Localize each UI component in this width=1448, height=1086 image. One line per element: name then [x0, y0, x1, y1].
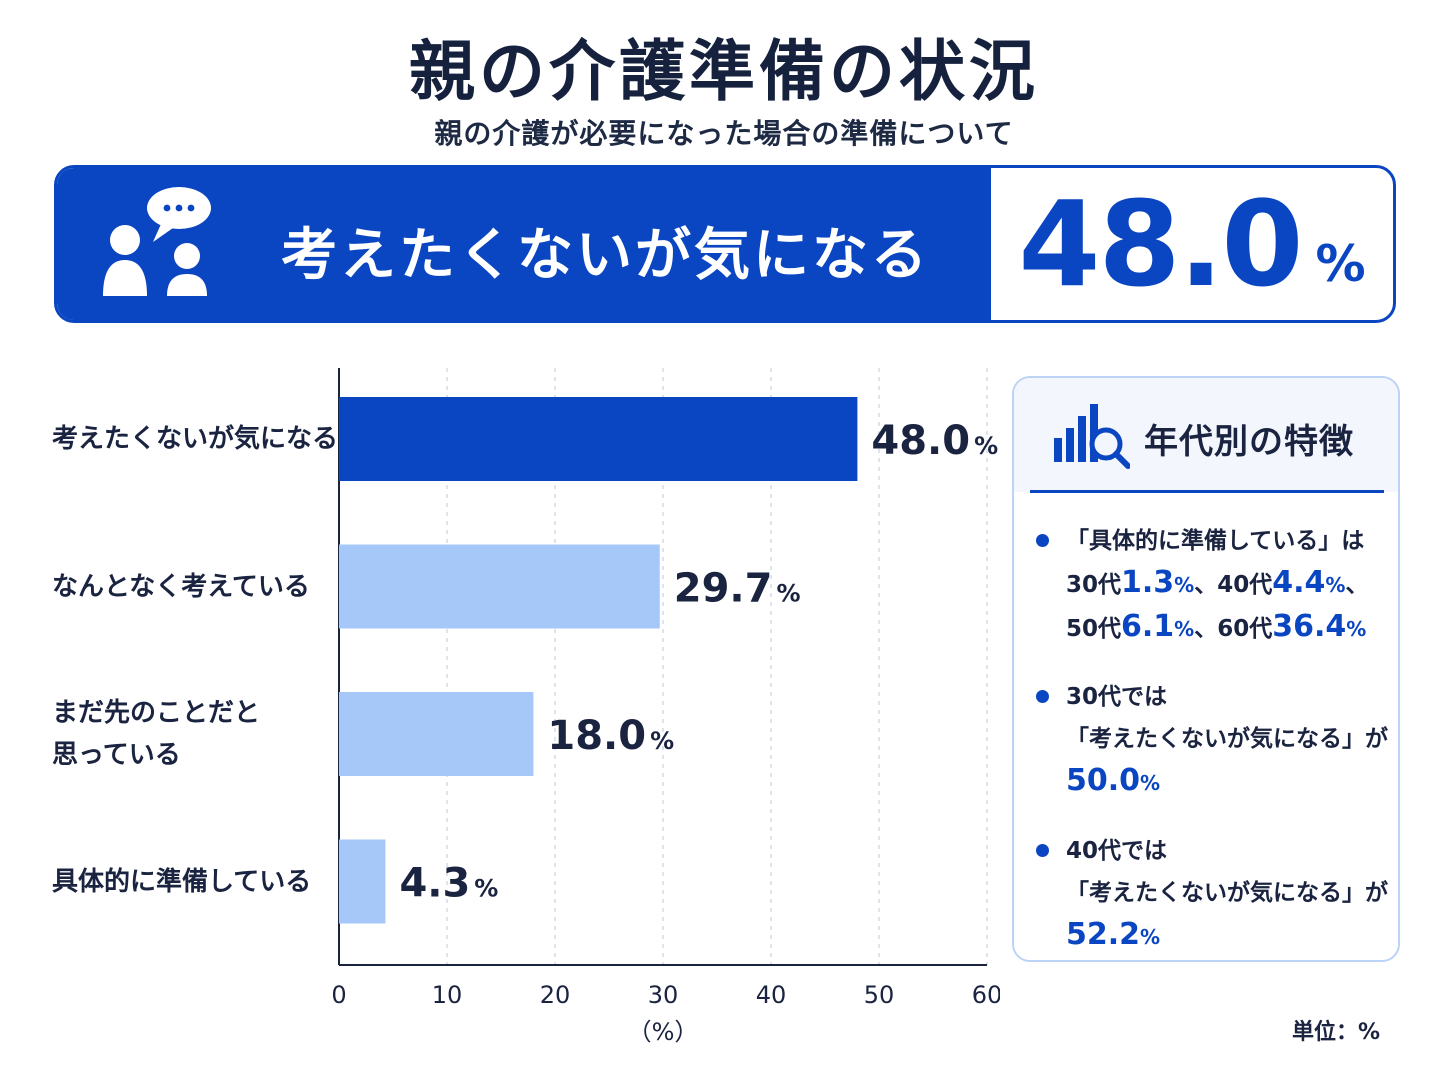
bar	[339, 544, 660, 629]
note-text: 、40代	[1194, 572, 1273, 598]
highlight-banner-left: 考えたくないが気になる	[57, 168, 991, 320]
highlight-unit: %	[1315, 235, 1366, 293]
x-tick-label: 0	[331, 981, 346, 1009]
bullet-dot	[1036, 534, 1049, 547]
note-value: 36.4	[1272, 609, 1347, 644]
note-unit: %	[1325, 573, 1346, 597]
bar	[339, 839, 386, 924]
panel-header: 年代別の特徴	[1014, 378, 1398, 492]
x-axis-label: （%）	[627, 1018, 699, 1046]
highlight-value-box: 48.0 %	[991, 168, 1393, 320]
note-unit: %	[1140, 771, 1161, 795]
bar	[339, 692, 534, 776]
bullet-dot	[1036, 690, 1049, 703]
note-text: 、60代	[1194, 616, 1273, 642]
note-line: 50代6.1%、60代36.4%	[1066, 606, 1388, 650]
note-line: 「考えたくないが気になる」が	[1066, 872, 1388, 914]
note-unit: %	[1140, 925, 1161, 949]
note-text: 「考えたくないが気になる」が	[1066, 726, 1388, 752]
note-unit: %	[1346, 617, 1367, 641]
panel-divider	[1030, 490, 1384, 493]
note-text: 30代では	[1066, 684, 1168, 710]
panel-note: 30代では「考えたくないが気になる」が 50.0%	[1036, 676, 1388, 804]
panel-title: 年代別の特徴	[1144, 422, 1354, 462]
bar-chart-search-icon	[1054, 404, 1130, 469]
note-line: 40代では	[1066, 830, 1388, 872]
note-value: 52.2	[1066, 917, 1141, 952]
highlight-value: 48.0	[1018, 175, 1303, 313]
note-text: 、	[1345, 572, 1369, 598]
note-line: 50.0%	[1066, 760, 1388, 804]
data-label: 48.0%	[871, 418, 998, 464]
people-chat-icon	[103, 187, 211, 296]
note-value: 6.1	[1121, 609, 1175, 644]
data-label: 4.3%	[399, 861, 498, 907]
note-value: 1.3	[1121, 565, 1175, 600]
unit-note: 単位：%	[1292, 1020, 1381, 1045]
category-label: まだ先のことだと 思っている	[52, 698, 261, 770]
page-subtitle: 親の介護が必要になった場合の準備について	[434, 117, 1014, 150]
note-value: 50.0	[1066, 763, 1141, 798]
category-label: 考えたくないが気になる	[52, 424, 339, 454]
data-label: 18.0%	[547, 713, 674, 759]
panel-note: 40代では「考えたくないが気になる」が 52.2%	[1036, 830, 1388, 958]
note-line: 30代1.3%、40代4.4%、	[1066, 562, 1388, 606]
note-unit: %	[1174, 617, 1195, 641]
bar-chart: 0 10 20 30 40 50 60 48.0 % 29.7 % 18.0 % 4.3%	[331, 368, 1000, 1009]
note-line: 52.2%	[1066, 914, 1388, 958]
panel-notes: 「具体的に準備している」は 30代1.3%、40代4.4%、 50代6.1%、60代…	[1036, 520, 1388, 960]
x-tick-label: 40	[756, 981, 787, 1009]
panel-note: 「具体的に準備している」は 30代1.3%、40代4.4%、 50代6.1%、60代…	[1036, 520, 1388, 650]
x-tick-label: 60	[972, 981, 1000, 1009]
x-tick-label: 30	[648, 981, 679, 1009]
age-panel: 年代別の特徴 「具体的に準備している」は 30代1.3%、40代4.4%、 50代6…	[1012, 376, 1400, 962]
data-label: 29.7%	[674, 566, 801, 612]
note-line: 「考えたくないが気になる」が	[1066, 718, 1388, 760]
x-tick-label: 20	[540, 981, 571, 1009]
bullet-dot	[1036, 844, 1049, 857]
note-text: 30代	[1066, 572, 1122, 598]
category-label: なんとなく考えている	[52, 571, 310, 602]
note-line: 「具体的に準備している」は	[1066, 520, 1388, 562]
note-text: 「具体的に準備している」は	[1066, 528, 1365, 554]
highlight-label: 考えたくないが気になる	[281, 223, 930, 288]
category-label: 具体的に準備している	[52, 866, 312, 897]
note-text: 50代	[1066, 616, 1122, 642]
page-title: 親の介護準備の状況	[409, 33, 1039, 110]
note-line: 30代では	[1066, 676, 1388, 718]
note-value: 4.4	[1272, 565, 1326, 600]
x-tick-label: 50	[864, 981, 895, 1009]
note-text: 40代では	[1066, 838, 1168, 864]
highlight-banner: 考えたくないが気になる 48.0 %	[54, 165, 1396, 323]
note-text: 「考えたくないが気になる」が	[1066, 880, 1388, 906]
bar	[339, 397, 858, 481]
x-tick-label: 10	[432, 981, 463, 1009]
note-unit: %	[1174, 573, 1195, 597]
